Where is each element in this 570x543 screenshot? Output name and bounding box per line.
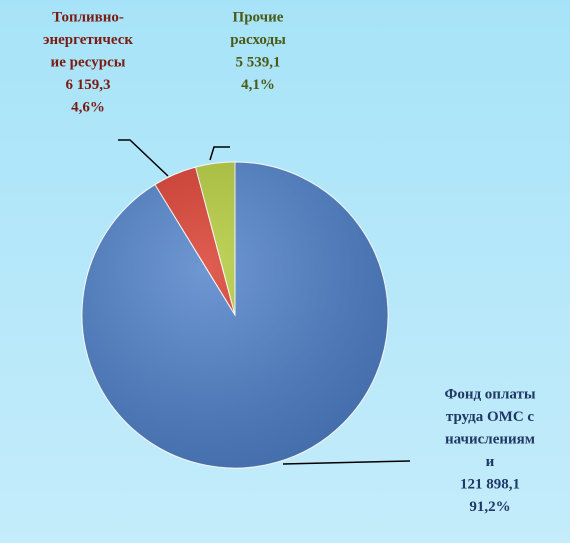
value-label: 6 159,3	[66, 77, 111, 93]
slice-label: расходы	[230, 32, 286, 48]
slice-label: и	[486, 454, 495, 470]
slice-label: Топливно-	[52, 9, 124, 25]
percent-label: 4,6%	[71, 99, 105, 115]
slice-label: Фонд оплаты	[444, 386, 535, 402]
slice-label: начисления­м	[445, 431, 535, 447]
slice-label: труда ОМС с	[446, 409, 534, 425]
slice-label: ие ресурсы	[51, 54, 126, 70]
percent-label: 4,1%	[241, 77, 275, 93]
percent-label: 91,2%	[469, 499, 510, 515]
value-label: 121 898,1	[460, 476, 520, 492]
slice-label: энергетическ	[43, 32, 133, 48]
value-label: 5 539,1	[236, 54, 281, 70]
leader-line	[209, 146, 230, 161]
slice-label: Прочие	[233, 9, 284, 25]
